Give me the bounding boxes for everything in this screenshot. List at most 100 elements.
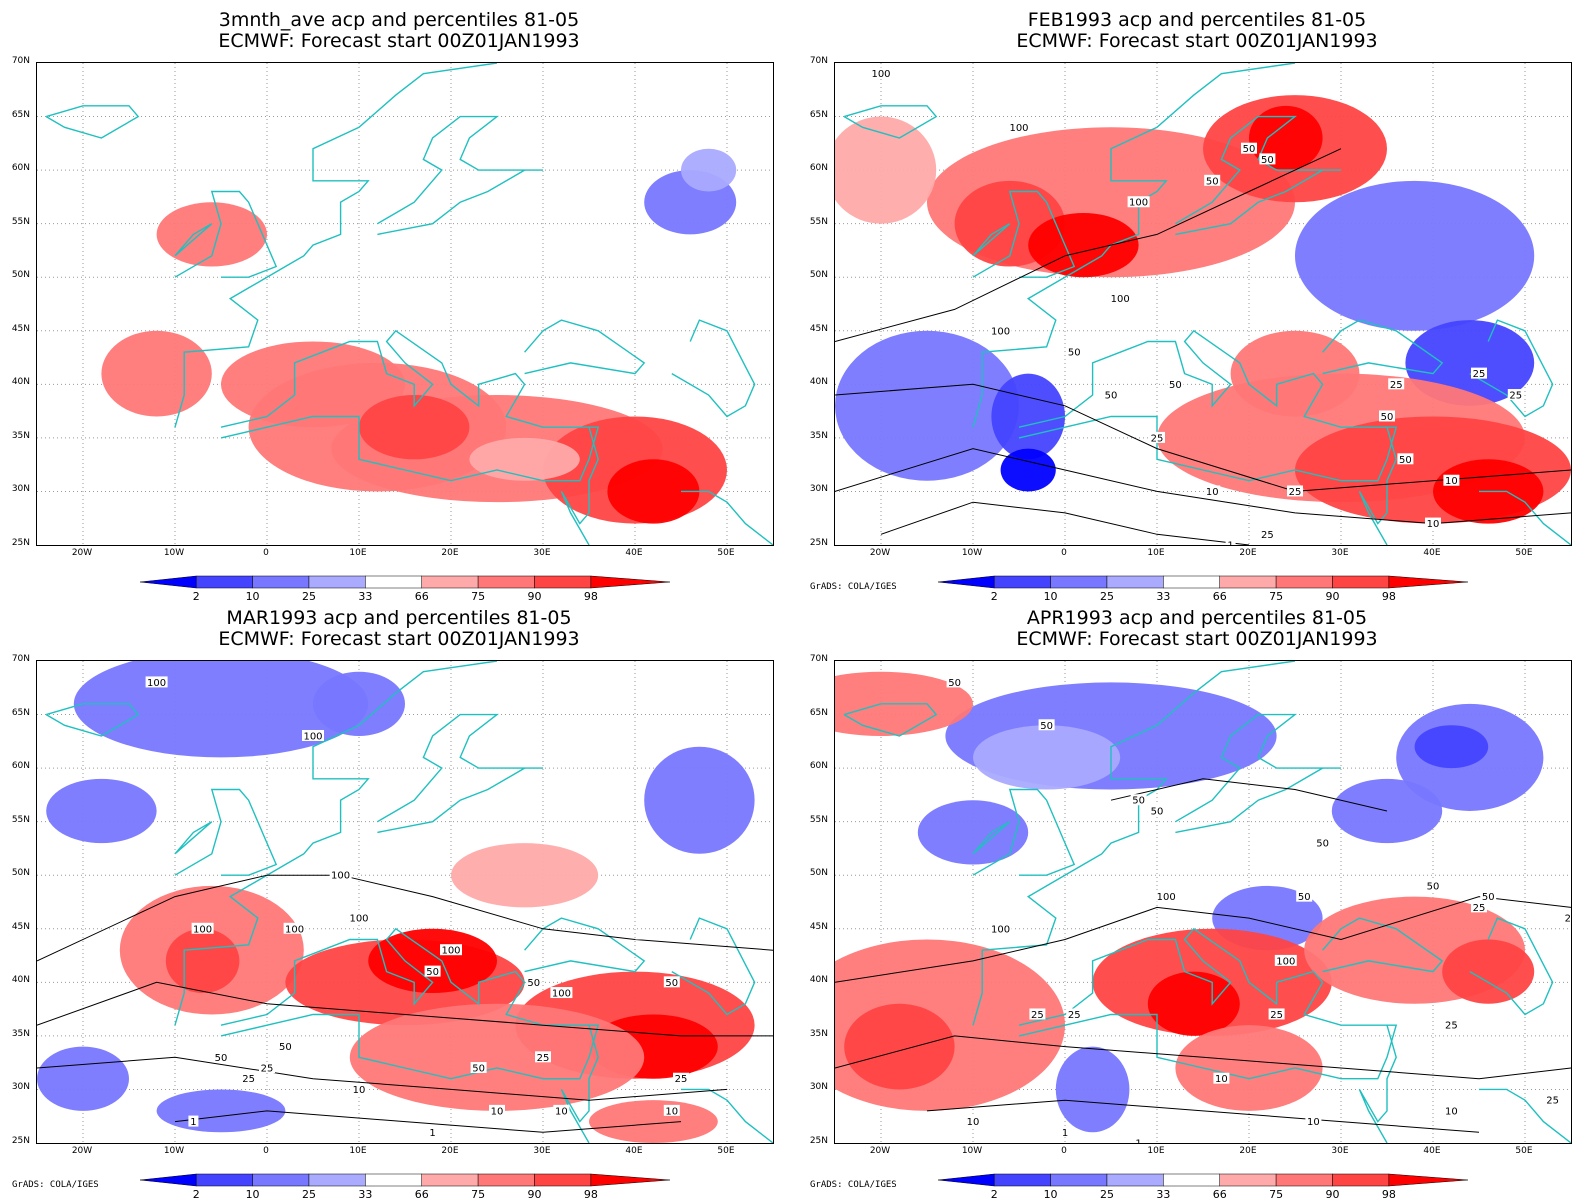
percentile-shade — [917, 800, 1029, 865]
contour-label-bg — [663, 1104, 680, 1116]
contour-label-bg — [1130, 794, 1147, 806]
coastline — [972, 190, 1076, 278]
contour-label: 50 — [1149, 804, 1165, 817]
contour-label-text: 50 — [1169, 380, 1182, 391]
colorbar-swatch — [308, 575, 366, 589]
contour-label-text: 10 — [665, 1106, 678, 1117]
lat-label: 55N — [11, 216, 30, 227]
lon-label: 40E — [625, 548, 643, 558]
lon-label: 10E — [349, 548, 367, 558]
contour-label-text: 10 — [967, 1117, 980, 1128]
coastline — [45, 703, 140, 737]
lon-label: 10E — [1147, 1146, 1165, 1156]
colorbar-svg — [140, 575, 670, 589]
map-area: 100 100 100 100 100 50 50 50 50 50 50 50 50 25 25 25 25 2… — [834, 62, 1572, 546]
contour-label: 50 — [277, 1040, 294, 1053]
coastline — [972, 821, 1011, 855]
map-area — [36, 62, 774, 546]
contour-label: 50 — [1038, 719, 1055, 732]
contour-label-text: 1 — [190, 1117, 196, 1128]
lon-label: 50E — [717, 1146, 735, 1156]
contour-label: 100 — [191, 922, 214, 935]
contour-label: 100 — [145, 676, 168, 689]
colorbar-swatch — [365, 575, 422, 589]
lon-label: 30E — [1331, 548, 1349, 558]
contour-label-bg — [1204, 485, 1221, 497]
title-line-2: ECMWF: Forecast start 00Z01JAN1993 — [1016, 30, 1378, 52]
contour-label-text: 50 — [1151, 806, 1164, 817]
coastline — [1322, 319, 1444, 375]
percentile-shade — [835, 116, 937, 224]
contour-label-text: 25 — [1031, 1010, 1044, 1021]
contour-label-bg — [1480, 890, 1497, 902]
contour-label: 1 — [1133, 1137, 1144, 1143]
contour-label: 100 — [550, 987, 573, 1000]
lon-label: 50E — [1515, 548, 1533, 558]
lat-label: 70N — [11, 654, 30, 664]
contour-label-bg — [329, 869, 352, 881]
contour-label: 10 — [553, 1104, 570, 1117]
colorbar-label: 10 — [245, 1188, 260, 1201]
contour-label-bg — [1425, 517, 1441, 529]
percentile-shade — [835, 330, 1019, 481]
contour-line — [1110, 778, 1388, 812]
contour-label-bg — [946, 676, 963, 688]
title-line-1: APR1993 acp and percentiles 81-05 — [1026, 607, 1368, 629]
contour-label: 25 — [1443, 1019, 1460, 1032]
contour-label-text: 50 — [1068, 348, 1081, 359]
title-line-1: 3mnth_ave acp and percentiles 81-05 — [218, 9, 580, 31]
contour-label-text: 50 — [426, 967, 439, 978]
colorbar-arrow-left — [140, 575, 197, 589]
coastline — [671, 319, 756, 418]
grads-credit: GrADS: COLA/IGES — [810, 1180, 897, 1190]
contour-label-bg — [1127, 196, 1150, 208]
contour-label: 50 — [213, 1051, 229, 1064]
colorbar-swatch — [421, 1173, 479, 1187]
percentile-shade — [1000, 448, 1056, 492]
percentile-shade — [313, 671, 405, 736]
lon-label: 20W — [71, 548, 93, 558]
contour-label-bg — [191, 922, 214, 934]
contour-label: 50 — [1130, 794, 1147, 807]
lat-label: 25N — [11, 1136, 30, 1146]
contour-label-text: 100 — [349, 914, 368, 925]
lat-label: 25N — [809, 1136, 828, 1146]
map-svg: 100 100 100 100 100 50 50 50 50 50 50 50 50 25 25 25 25 2… — [835, 63, 1571, 545]
colorbar-swatch — [477, 1173, 535, 1187]
contour-label: 25 — [1563, 912, 1571, 925]
lat-label: 40N — [809, 377, 828, 388]
contour-label-bg — [1133, 1137, 1144, 1143]
contour-label: 25 — [259, 1062, 275, 1075]
contour-label: 10 — [1425, 517, 1441, 530]
lat-label: 60N — [809, 761, 828, 772]
lon-label: 20E — [441, 1146, 459, 1156]
contour-label-text: 25 — [1289, 487, 1302, 498]
colorbar-label: 25 — [301, 590, 316, 603]
map-panel-1: 3mnth_ave acp and percentiles 81-05 ECMW… — [0, 0, 798, 603]
colorbar-label: 66 — [414, 590, 429, 603]
colorbar-swatch — [308, 1173, 366, 1187]
colorbar: 2 10 25 33 66 75 90 98 — [938, 1173, 1468, 1203]
contour-label-text: 50 — [1399, 455, 1412, 466]
colorbar-swatch — [1275, 1173, 1333, 1187]
contour-label-text: 25 — [1151, 433, 1164, 444]
contour-label-bg — [1379, 410, 1395, 422]
contour-label-text: 10 — [1307, 1117, 1320, 1128]
contour-label: 10 — [351, 1083, 367, 1096]
contour-label-bg — [440, 944, 462, 956]
contour-label: 25 — [1471, 367, 1487, 380]
lat-label: 65N — [11, 707, 30, 718]
contour-label-text: 50 — [1261, 155, 1274, 166]
contour-label-bg — [1443, 1019, 1460, 1031]
lat-label: 50N — [11, 270, 30, 281]
contour-label: 25 — [1287, 485, 1303, 498]
lon-label: 30E — [533, 548, 551, 558]
contour-label-text: 25 — [1390, 380, 1403, 391]
contour-label: 25 — [1388, 378, 1405, 391]
title-line-2: ECMWF: Forecast start 00Z01JAN1993 — [218, 628, 580, 650]
colorbar-arrow-right — [1388, 1173, 1468, 1187]
contour-label-text: 100 — [1276, 956, 1295, 967]
contour-label-bg — [1287, 485, 1303, 497]
coastline — [1358, 1025, 1397, 1143]
colorbar-arrow-left — [140, 1173, 197, 1187]
